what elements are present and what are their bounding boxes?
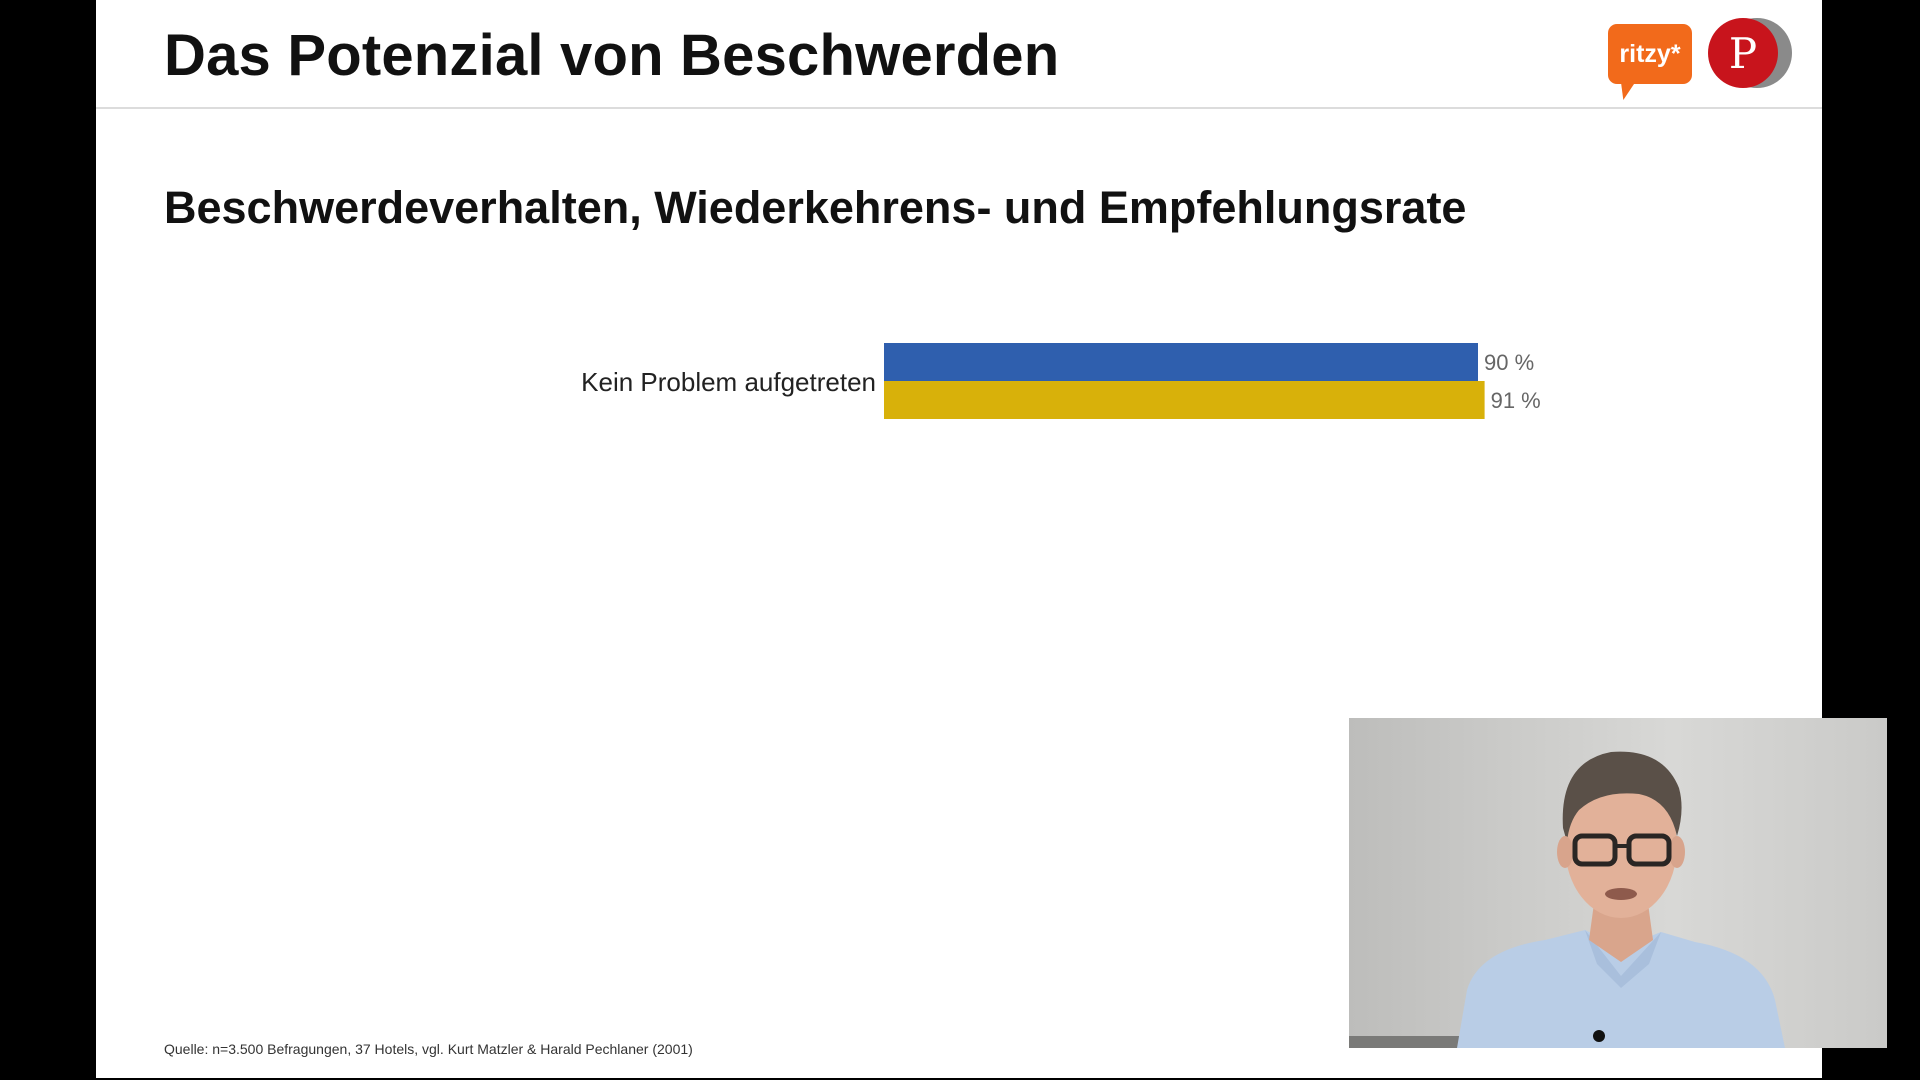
lapel-microphone-icon: [1593, 1030, 1605, 1042]
data-label-series-2: 91 %: [1491, 388, 1541, 413]
source-citation: Quelle: n=3.500 Befragungen, 37 Hotels, …: [164, 1041, 693, 1057]
category-label: Kein Problem aufgetreten: [581, 367, 876, 397]
presenter-video-feed: [1349, 718, 1887, 1048]
presentation-slide: Das Potenzial von Beschwerden ritzy* P B…: [96, 0, 1822, 1078]
bar-chart: Kein Problem aufgetreten 90 % 91 %: [581, 343, 1541, 419]
data-label-series-1: 90 %: [1484, 350, 1534, 375]
ritzy-logo: ritzy*: [1608, 24, 1692, 100]
bar-series-1: [884, 343, 1478, 381]
bar-series-2: [884, 381, 1485, 419]
p-logo-circle: P: [1708, 18, 1778, 88]
header-divider: [96, 107, 1822, 109]
presenter-webcam: [1349, 718, 1887, 1048]
slide-subtitle: Beschwerdeverhalten, Wiederkehrens- und …: [164, 182, 1467, 233]
ritzy-logo-bubble: ritzy*: [1608, 24, 1692, 84]
p-logo: P: [1708, 18, 1792, 88]
slide-title: Das Potenzial von Beschwerden: [164, 23, 1060, 88]
